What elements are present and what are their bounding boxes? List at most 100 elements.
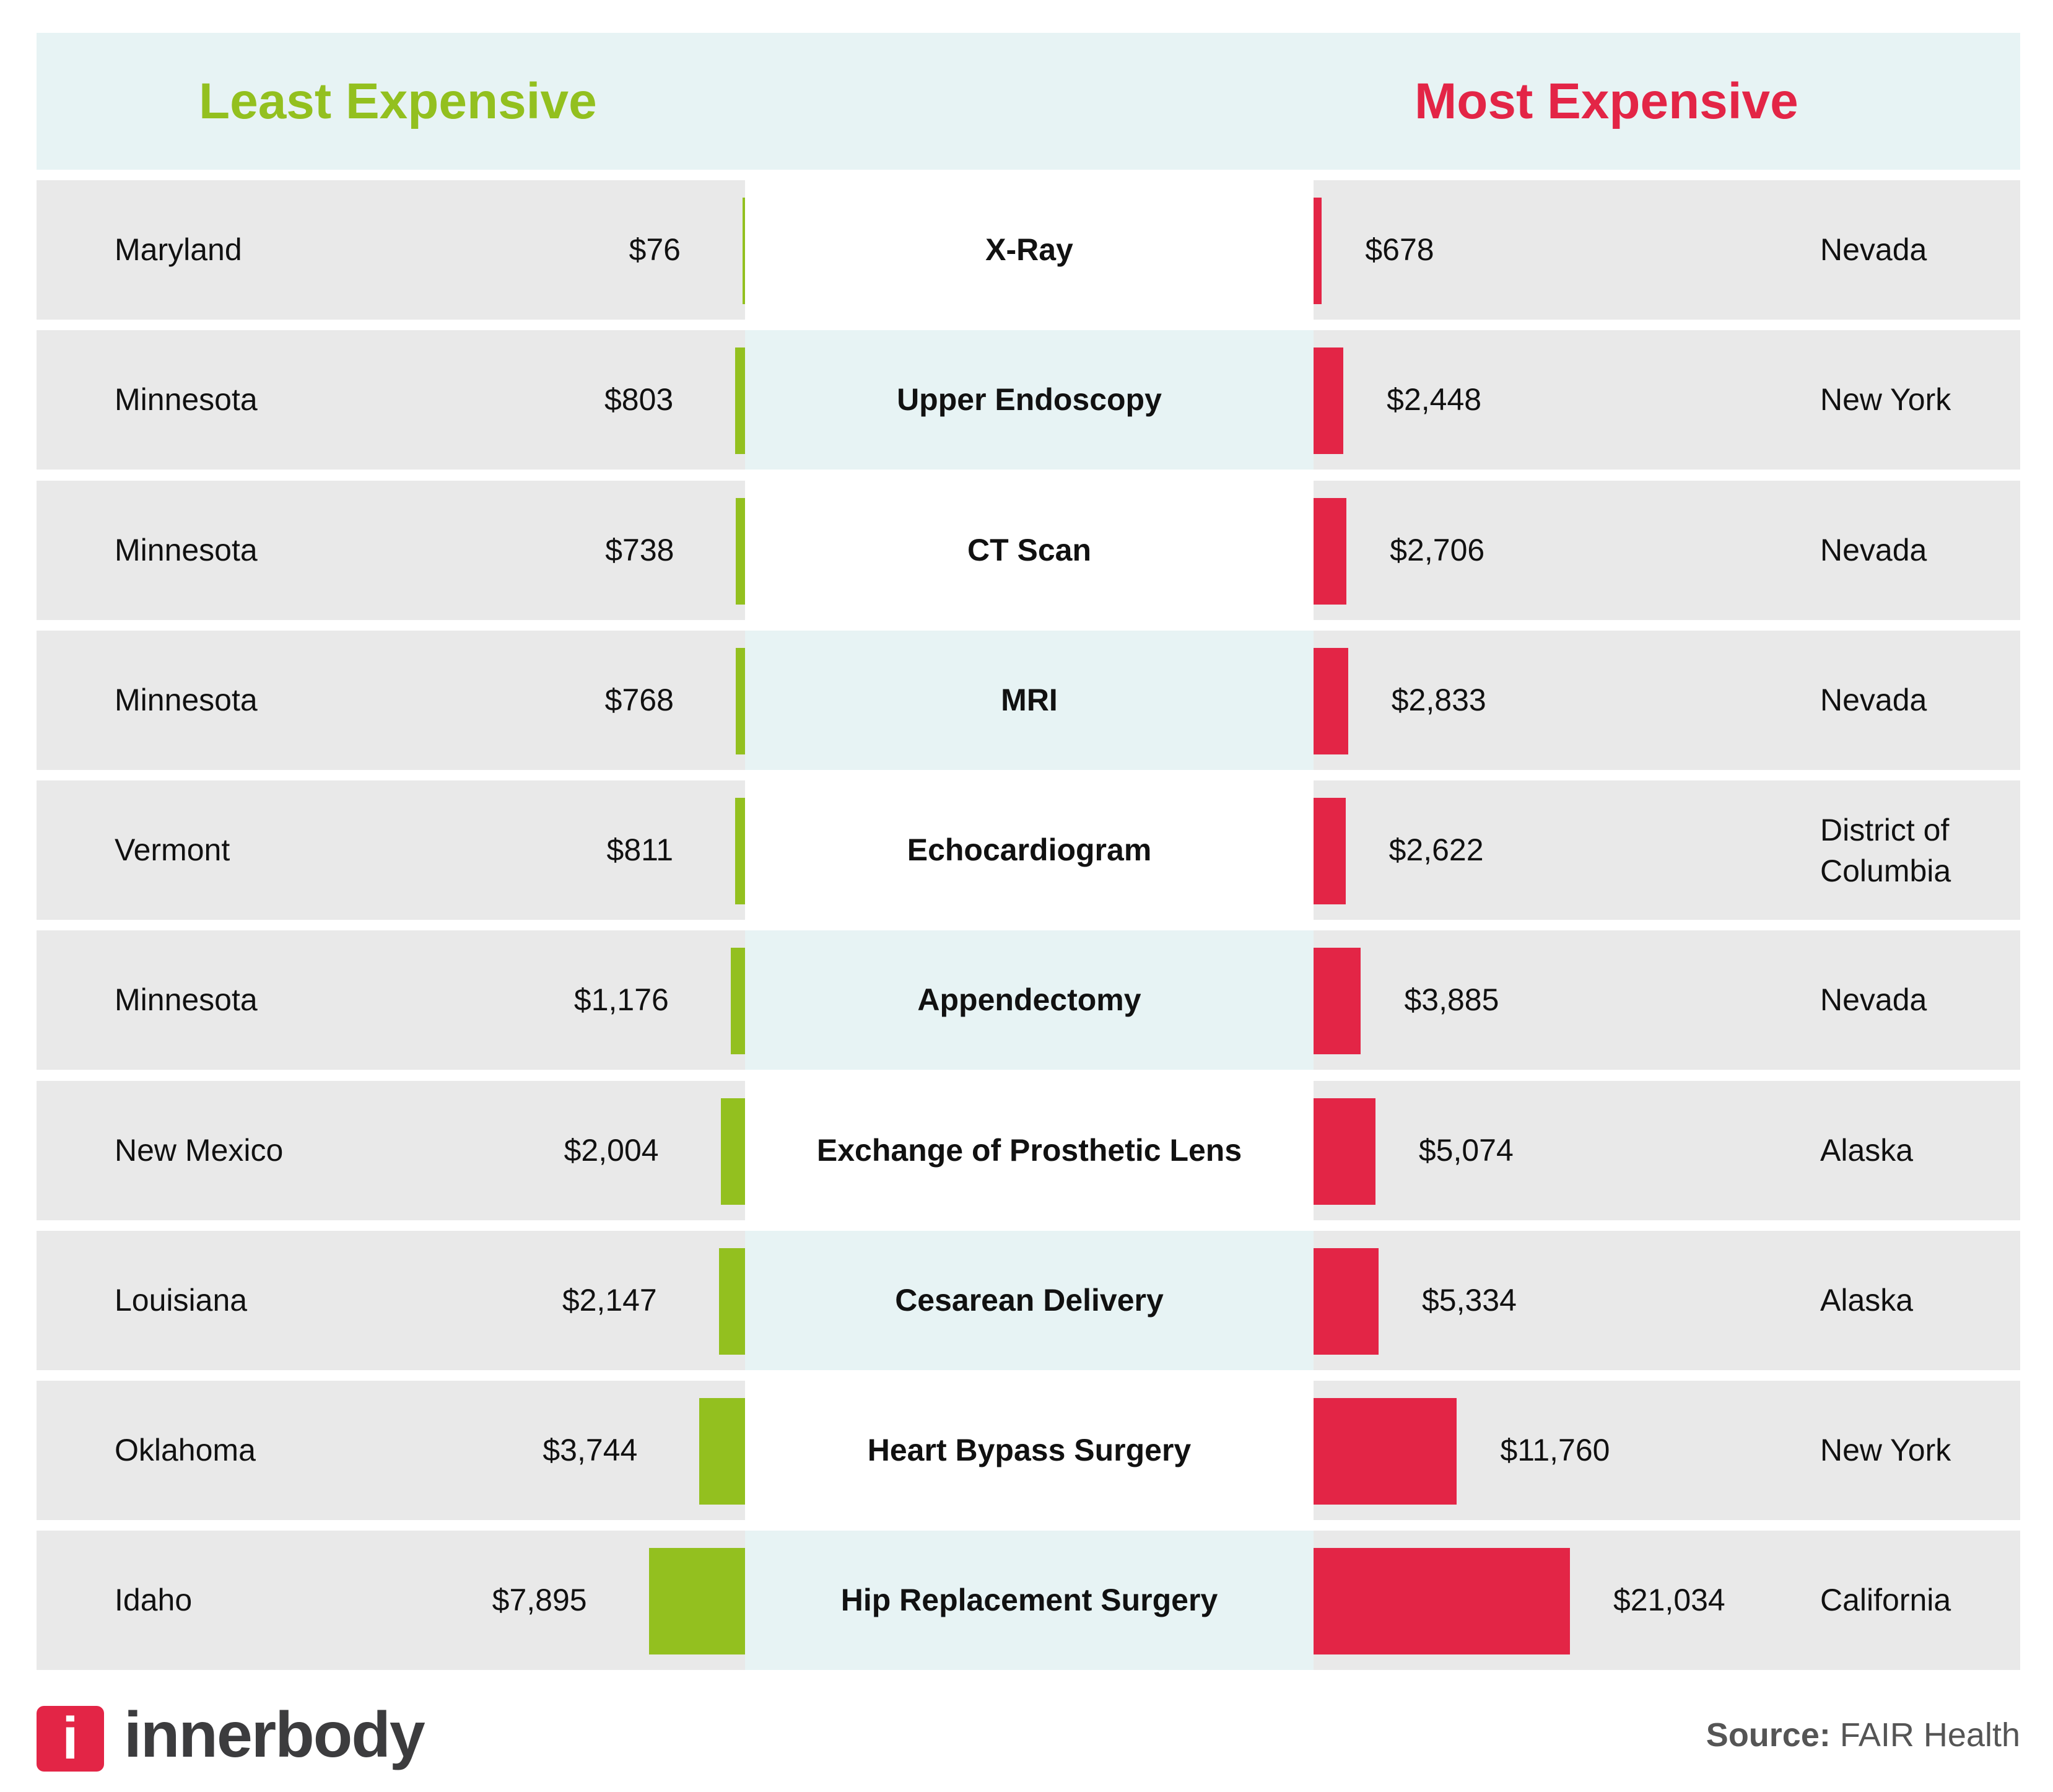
procedure-cell: MRI xyxy=(745,630,1314,770)
least-panel: Minnesota $1,176 xyxy=(37,930,745,1070)
least-price: $738 xyxy=(605,532,674,567)
procedure-cell: Appendectomy xyxy=(745,930,1314,1070)
most-panel: $678 Nevada xyxy=(1314,180,2020,320)
least-panel: New Mexico $2,004 xyxy=(37,1080,745,1220)
most-bar xyxy=(1314,647,1348,754)
least-bar xyxy=(736,497,745,605)
most-state: Nevada xyxy=(1820,532,1927,567)
procedure-cell: Hip Replacement Surgery xyxy=(745,1531,1314,1671)
least-state: Minnesota xyxy=(115,382,258,417)
least-price: $803 xyxy=(604,382,674,417)
least-state: New Mexico xyxy=(115,1132,284,1168)
brand-name: innerbody xyxy=(124,1699,425,1771)
procedure-cell: Cesarean Delivery xyxy=(745,1230,1314,1370)
table-row: Minnesota $768 MRI $2,833 Nevada xyxy=(37,630,2020,770)
least-bar xyxy=(730,948,745,1055)
procedure-cell: X-Ray xyxy=(745,180,1314,320)
most-bar xyxy=(1314,1398,1457,1505)
procedure-name: X-Ray xyxy=(985,232,1073,267)
most-state: California xyxy=(1820,1583,1951,1618)
least-state: Idaho xyxy=(115,1583,193,1618)
procedure-name: CT Scan xyxy=(967,532,1092,567)
least-panel: Maryland $76 xyxy=(37,180,745,320)
procedure-name: Upper Endoscopy xyxy=(897,382,1162,417)
most-bar xyxy=(1314,1248,1379,1355)
most-price: $21,034 xyxy=(1613,1583,1725,1618)
most-expensive-title: Most Expensive xyxy=(1414,73,1798,129)
most-price: $11,760 xyxy=(1500,1433,1610,1467)
procedure-name: MRI xyxy=(1001,682,1058,717)
most-panel: $2,622 District of Columbia xyxy=(1314,780,2020,920)
least-state: Maryland xyxy=(115,232,242,267)
most-price: $2,706 xyxy=(1390,532,1485,567)
least-price: $76 xyxy=(629,232,681,267)
procedure-name: Appendectomy xyxy=(917,982,1141,1018)
table-row: Vermont $811 Echocardiogram $2,622 District … xyxy=(37,780,2020,920)
most-bar xyxy=(1314,497,1347,605)
table-row: Idaho $7,895 Hip Replacement Surgery $21,03… xyxy=(37,1531,2020,1671)
procedure-name: Hip Replacement Surgery xyxy=(840,1583,1218,1618)
most-panel: $2,448 New York xyxy=(1314,330,2020,470)
least-panel: Minnesota $803 xyxy=(37,330,745,470)
procedure-cell: CT Scan xyxy=(745,480,1314,620)
procedure-cell: Echocardiogram xyxy=(745,780,1314,920)
least-price: $1,176 xyxy=(573,982,669,1018)
table-row: New Mexico $2,004 Exchange of Prosthetic L… xyxy=(37,1080,2020,1220)
most-state: Alaska xyxy=(1820,1132,1914,1168)
least-state: Minnesota xyxy=(115,982,258,1018)
most-state: District of Columbia xyxy=(1820,812,1951,888)
most-price: $2,833 xyxy=(1391,682,1486,717)
least-panel: Minnesota $738 xyxy=(37,480,745,620)
procedure-cell: Exchange of Prosthetic Lens xyxy=(745,1080,1314,1220)
most-panel: $3,885 Nevada xyxy=(1314,930,2020,1070)
most-state: New York xyxy=(1820,1433,1951,1467)
least-price: $2,004 xyxy=(564,1132,659,1168)
table-row: Minnesota $1,176 Appendectomy $3,885 Nevada xyxy=(37,930,2020,1070)
least-panel: Idaho $7,895 xyxy=(37,1531,745,1671)
procedure-cell: Upper Endoscopy xyxy=(745,330,1314,470)
procedure-name: Heart Bypass Surgery xyxy=(867,1433,1192,1467)
most-bar xyxy=(1314,198,1322,304)
most-price: $2,622 xyxy=(1388,833,1484,867)
procedure-cell: Heart Bypass Surgery xyxy=(745,1381,1314,1520)
least-state: Minnesota xyxy=(115,532,258,567)
most-panel: $11,760 New York xyxy=(1314,1381,2020,1520)
most-bar xyxy=(1314,1098,1375,1205)
most-price: $5,074 xyxy=(1418,1132,1514,1168)
least-state: Minnesota xyxy=(115,682,258,717)
source-value: FAIR Health xyxy=(1839,1716,2020,1754)
source-label: Source: xyxy=(1706,1716,1831,1754)
least-price: $811 xyxy=(606,833,674,867)
most-bar xyxy=(1314,798,1346,904)
least-bar xyxy=(735,347,745,455)
least-bar xyxy=(699,1398,745,1505)
innerbody-logo-icon: i xyxy=(37,1706,104,1772)
most-price: $3,885 xyxy=(1404,982,1499,1018)
most-price: $678 xyxy=(1365,232,1434,267)
least-bar xyxy=(743,198,745,304)
most-panel: $5,074 Alaska xyxy=(1314,1080,2020,1220)
least-bar xyxy=(735,798,745,904)
least-expensive-title: Least Expensive xyxy=(199,73,597,129)
most-state: Alaska xyxy=(1820,1282,1914,1318)
procedure-name: Cesarean Delivery xyxy=(895,1282,1164,1318)
least-state: Louisiana xyxy=(115,1282,248,1318)
least-panel: Oklahoma $3,744 xyxy=(37,1381,745,1520)
logo-letter: i xyxy=(62,1705,79,1772)
most-bar xyxy=(1314,948,1361,1055)
procedure-name: Echocardiogram xyxy=(907,833,1152,867)
table-row: Maryland $76 X-Ray $678 Nevada xyxy=(37,180,2020,320)
table-row: Oklahoma $3,744 Heart Bypass Surgery $11,76… xyxy=(37,1381,2020,1520)
most-bar xyxy=(1314,347,1344,455)
least-bar xyxy=(720,1098,745,1205)
least-state: Vermont xyxy=(115,833,230,867)
least-price: $3,744 xyxy=(543,1433,638,1467)
most-state: Nevada xyxy=(1820,682,1927,717)
least-bar xyxy=(735,647,745,754)
least-state: Oklahoma xyxy=(115,1433,256,1467)
procedure-name: Exchange of Prosthetic Lens xyxy=(816,1132,1242,1168)
most-bar xyxy=(1314,1548,1570,1655)
least-price: $2,147 xyxy=(562,1282,657,1318)
least-panel: Minnesota $768 xyxy=(37,630,745,770)
header-band: Least Expensive Most Expensive xyxy=(37,33,2020,170)
